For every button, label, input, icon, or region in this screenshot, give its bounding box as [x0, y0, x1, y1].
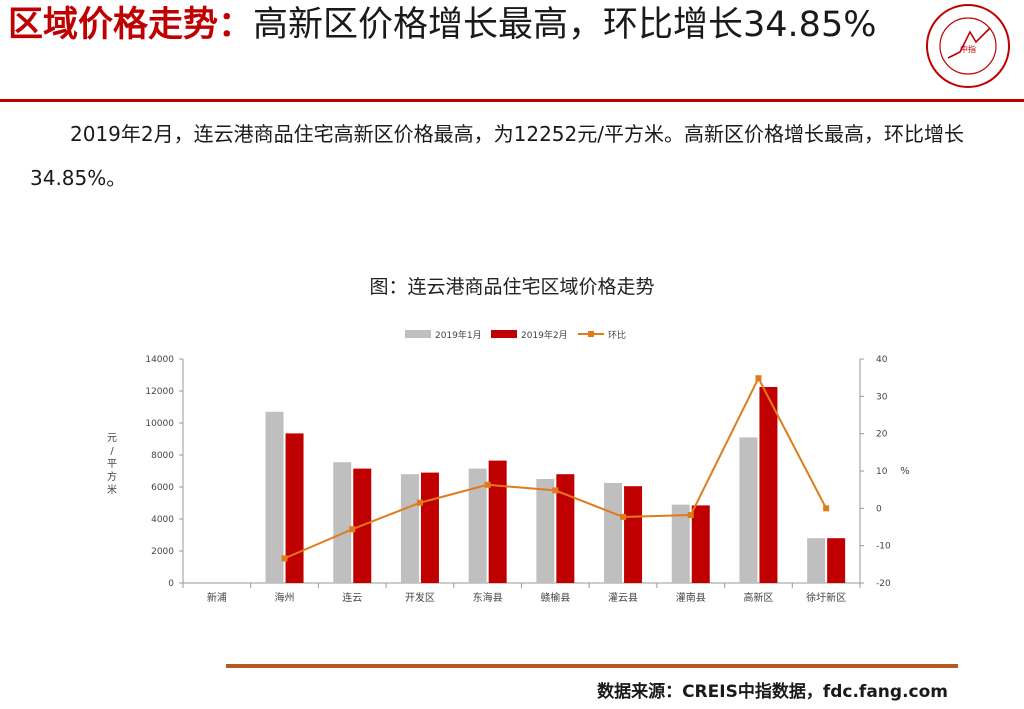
- bar-jan: [400, 474, 419, 583]
- header-divider: [0, 99, 1024, 102]
- y2-tick-label: 40: [876, 355, 888, 365]
- bar-feb: [420, 472, 439, 583]
- bar-jan: [604, 483, 623, 583]
- mom-point: [823, 505, 830, 512]
- legend-label: 环比: [608, 329, 626, 341]
- y-axis-label-char: 平: [107, 459, 117, 470]
- x-tick-label: 开发区: [405, 591, 435, 604]
- y-tick-label: 10000: [145, 419, 174, 429]
- chart-title: 图：连云港商品住宅区域价格走势: [369, 276, 655, 298]
- bar-feb: [624, 486, 643, 583]
- mom-point: [755, 375, 762, 382]
- legend-label: 2019年2月: [521, 329, 568, 341]
- legend-swatch: [491, 330, 517, 338]
- y2-tick-label: -20: [876, 579, 891, 589]
- x-tick-label: 新浦: [207, 591, 227, 604]
- y2-tick-label: 30: [876, 392, 888, 402]
- x-tick-label: 徐圩新区: [806, 591, 846, 604]
- x-tick-label: 高新区: [743, 591, 773, 604]
- y-tick-label: 4000: [151, 515, 174, 525]
- summary-paragraph: 2019年2月，连云港商品住宅高新区价格最高，为12252元/平方米。高新区价格…: [30, 122, 964, 190]
- y-tick-label: 12000: [145, 387, 174, 397]
- x-tick-label: 海州: [275, 591, 295, 604]
- x-tick-label: 灌云县: [608, 592, 638, 604]
- x-tick-label: 连云: [342, 591, 362, 604]
- mom-point: [687, 512, 694, 519]
- legend-label: 2019年1月: [435, 329, 482, 341]
- mom-point: [281, 555, 288, 562]
- legend-swatch: [405, 330, 431, 338]
- bar-jan: [536, 479, 555, 583]
- footer-divider: [226, 664, 958, 668]
- bar-feb: [691, 505, 710, 583]
- bar-jan: [265, 411, 284, 583]
- mom-point: [349, 526, 356, 533]
- y-axis-label-char: 方: [107, 470, 117, 483]
- bar-feb: [285, 433, 304, 583]
- bar-feb: [759, 386, 778, 583]
- mom-point: [416, 499, 423, 506]
- y-tick-label: 2000: [151, 547, 174, 557]
- china-index-academy-logo: 中指: [926, 4, 1010, 88]
- y2-tick-label: 0: [876, 504, 882, 514]
- title-highlight: 区域价格走势：: [8, 5, 254, 45]
- bar-jan: [333, 462, 352, 583]
- y-tick-label: 8000: [151, 451, 174, 461]
- data-source: 数据来源：CREIS中指数据，fdc.fang.com: [597, 682, 948, 702]
- bar-feb: [488, 460, 507, 583]
- bar-feb: [556, 474, 575, 583]
- y-axis-label-char: /: [110, 446, 114, 457]
- bar-jan: [468, 468, 487, 583]
- mom-point: [484, 481, 491, 488]
- mom-point: [552, 487, 559, 494]
- bar-jan: [671, 504, 690, 583]
- y2-tick-label: 20: [876, 430, 888, 440]
- legend-swatch: [588, 331, 594, 337]
- y-axis-label-char: 元: [107, 433, 117, 444]
- page-title: 区域价格走势：高新区价格增长最高，环比增长34.85%: [8, 2, 913, 48]
- y2-tick-label: 10: [876, 467, 888, 477]
- y-tick-label: 6000: [151, 483, 174, 493]
- x-tick-label: 赣榆县: [540, 591, 570, 604]
- mom-point: [620, 513, 627, 520]
- y-tick-label: 0: [168, 579, 174, 589]
- y-tick-label: 14000: [145, 355, 174, 365]
- y2-tick-label: -10: [876, 542, 891, 552]
- bar-jan: [739, 437, 758, 583]
- title-text: 高新区价格增长最高，环比增长34.85%: [253, 5, 877, 45]
- x-tick-label: 东海县: [473, 591, 503, 604]
- bar-jan: [807, 538, 826, 583]
- x-tick-label: 灌南县: [676, 591, 706, 604]
- y2-axis-label: %: [900, 466, 910, 477]
- y-axis-label-char: 米: [107, 483, 117, 496]
- logo-center-text: 中指: [960, 44, 976, 54]
- bar-feb: [827, 538, 846, 583]
